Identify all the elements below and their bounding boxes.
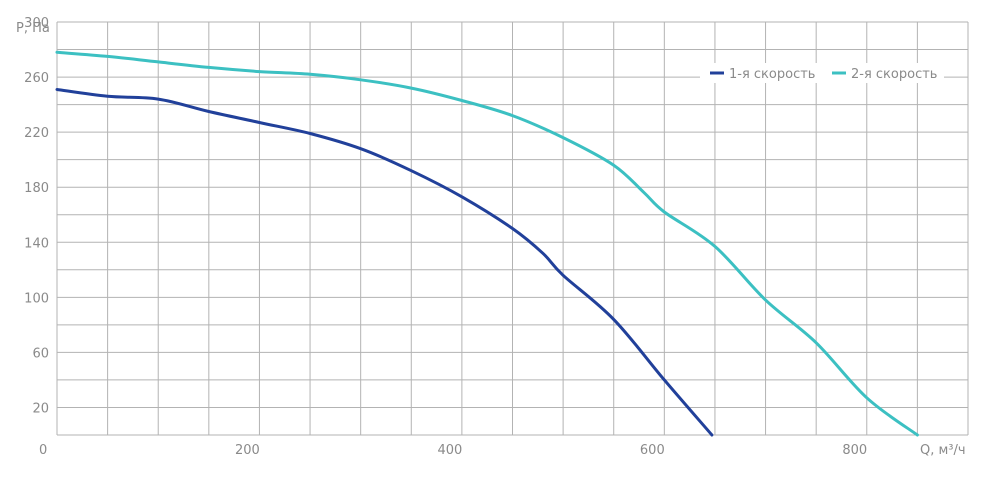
y-tick-label: 260	[24, 71, 49, 86]
legend-background	[700, 63, 944, 83]
y-tick-label: 140	[24, 236, 49, 251]
y-tick-label: 20	[32, 401, 49, 416]
series-line-1	[55, 88, 714, 437]
y-tick-label: 100	[24, 291, 49, 306]
x-tick-label: 0	[39, 443, 47, 458]
y-tick-label: 180	[24, 181, 49, 196]
x-tick-label: 600	[640, 443, 665, 458]
grid	[56, 21, 969, 436]
x-tick-label: 800	[842, 443, 867, 458]
legend-label-1: 1-я скорость	[729, 67, 815, 82]
y-tick-label: 300	[24, 16, 49, 31]
legend: 1-я скорость 2-я скорость	[700, 63, 944, 83]
x-axis-label: Q, м³/ч	[920, 443, 966, 458]
y-tick-label: 60	[32, 346, 49, 361]
series-line-2	[55, 50, 919, 437]
y-tick-label: 220	[24, 126, 49, 141]
legend-label-2: 2-я скорость	[851, 67, 937, 82]
x-tick-label: 400	[437, 443, 462, 458]
axes: 20 60 100 140 180 220 260 300 0 200 400 600 800 P, Па…	[16, 16, 966, 458]
y-axis-label: P, Па	[16, 21, 50, 36]
series-group	[55, 50, 919, 437]
x-tick-label: 200	[235, 443, 260, 458]
